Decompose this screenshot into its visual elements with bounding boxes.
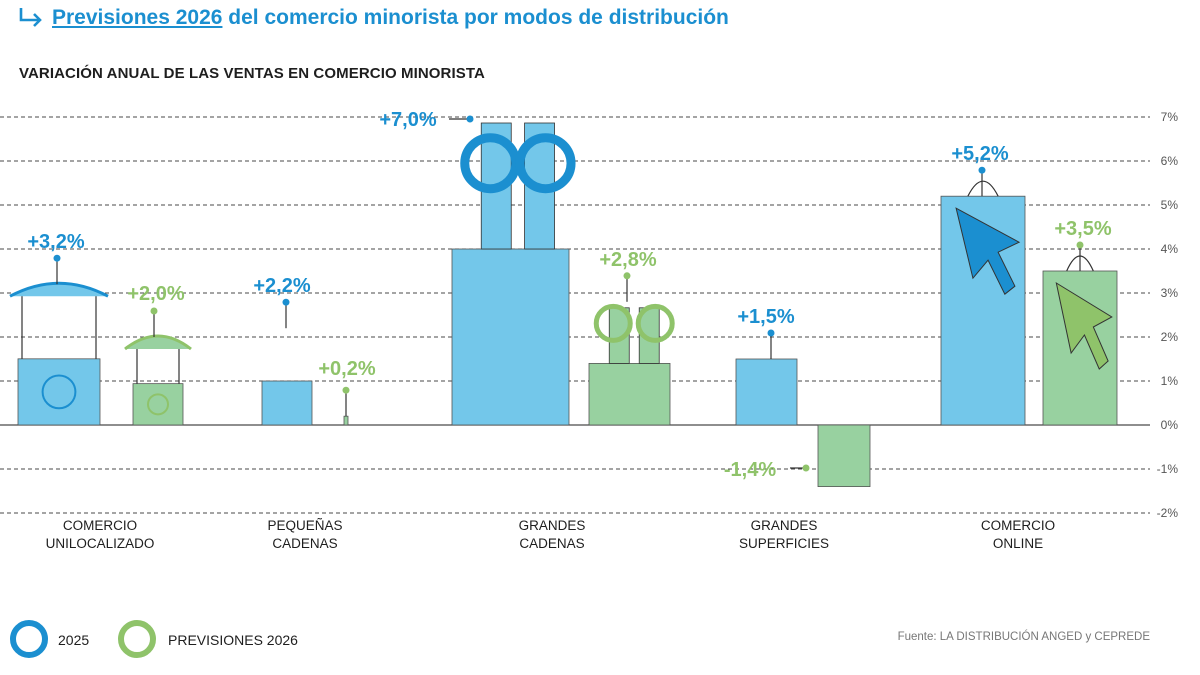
bar-2026 xyxy=(817,424,871,487)
bar-2025 xyxy=(735,358,798,426)
source-note: Fuente: LA DISTRIBUCIÓN ANGED y CEPREDE xyxy=(897,631,1150,643)
awning-icon xyxy=(124,334,192,351)
headline-text: del comercio minorista por modos de dist… xyxy=(222,6,729,29)
data-label: +5,2% xyxy=(951,143,1008,165)
leader-dot xyxy=(466,115,474,123)
data-label: -1,4% xyxy=(724,459,776,481)
category-label-line: CADENAS xyxy=(519,536,585,551)
category-label-line: COMERCIO xyxy=(62,518,138,533)
leader-dot xyxy=(978,166,986,174)
leader-dot xyxy=(802,464,810,472)
y-tick-label: -1% xyxy=(1157,462,1179,476)
data-label: +2,2% xyxy=(253,275,310,297)
ring-icon xyxy=(635,303,675,343)
bar-2025 xyxy=(451,248,570,426)
bar-2026 xyxy=(588,362,671,426)
leader-dot xyxy=(767,329,775,337)
category-label-line: GRANDES xyxy=(750,518,818,533)
category-label: GRANDES CADENAS xyxy=(467,517,637,553)
legend-ring-2026-icon xyxy=(118,620,156,658)
y-tick-label: 1% xyxy=(1161,374,1179,388)
cursor-icon xyxy=(955,207,1021,295)
bar-2026 xyxy=(343,415,349,426)
legend-label-2026: PREVISIONES 2026 xyxy=(168,632,298,648)
y-tick-label: 6% xyxy=(1161,154,1179,168)
data-label: +0,2% xyxy=(318,358,375,380)
leader-dot xyxy=(150,307,158,315)
data-label: +1,5% xyxy=(737,306,794,328)
category-label: COMERCIO ONLINE xyxy=(933,517,1103,553)
arrow-turn-right-icon xyxy=(19,8,42,27)
leader-dot xyxy=(282,298,290,306)
ring-icon xyxy=(593,303,633,343)
bar-chart: 7% 6% 5% 4% 3% 2% 1% 0% -1% -2% +3,2% +2,2% +7,0% +1,… xyxy=(0,109,1179,520)
y-tick-label: 5% xyxy=(1161,198,1179,212)
category-label-line: SUPERFICIES xyxy=(738,536,830,551)
headline-link[interactable]: Previsiones 2026 xyxy=(52,6,223,29)
category-label: PEQUEÑAS CADENAS xyxy=(220,517,390,553)
y-tick-label: 7% xyxy=(1161,110,1179,124)
leader-dot xyxy=(623,272,631,280)
leader-dot xyxy=(342,386,350,394)
y-tick-label: -2% xyxy=(1157,506,1179,520)
category-label-line: UNILOCALIZADO xyxy=(45,536,155,551)
y-tick-label: 2% xyxy=(1161,330,1179,344)
data-label: +7,0% xyxy=(379,109,436,131)
awning-icon xyxy=(9,281,109,298)
chart-subtitle: VARIACIÓN ANUAL DE LAS VENTAS EN COMERCI… xyxy=(19,65,485,82)
cursor-icon xyxy=(1055,281,1113,370)
data-label: +2,0% xyxy=(127,283,184,305)
ring-icon xyxy=(515,133,576,194)
legend-ring-2025-icon xyxy=(10,620,48,658)
category-label-line: GRANDES xyxy=(518,518,586,533)
category-label-line: CADENAS xyxy=(272,536,338,551)
leader-dot xyxy=(1076,241,1084,249)
y-tick-label: 0% xyxy=(1161,418,1179,432)
legend-label-2025: 2025 xyxy=(58,632,90,648)
data-label: +2,8% xyxy=(599,249,656,271)
bag-handle-icon xyxy=(967,180,999,197)
y-tick-label: 3% xyxy=(1161,286,1179,300)
drop-icon xyxy=(147,393,169,416)
data-label: +3,5% xyxy=(1054,218,1111,240)
drop-icon xyxy=(41,374,77,410)
category-label: COMERCIO UNILOCALIZADO xyxy=(15,517,185,553)
bar-2026 xyxy=(1042,270,1118,426)
data-label: +3,2% xyxy=(27,231,84,253)
bar-2025 xyxy=(261,380,313,426)
y-tick-label: 4% xyxy=(1161,242,1179,256)
leader-dot xyxy=(53,254,61,262)
category-label: GRANDES SUPERFICIES xyxy=(699,517,869,553)
category-label-line: COMERCIO xyxy=(980,518,1056,533)
headline: Previsiones 2026 del comercio minorista … xyxy=(18,6,729,30)
category-label-line: PEQUEÑAS xyxy=(267,518,343,533)
category-label-line: ONLINE xyxy=(992,536,1044,551)
